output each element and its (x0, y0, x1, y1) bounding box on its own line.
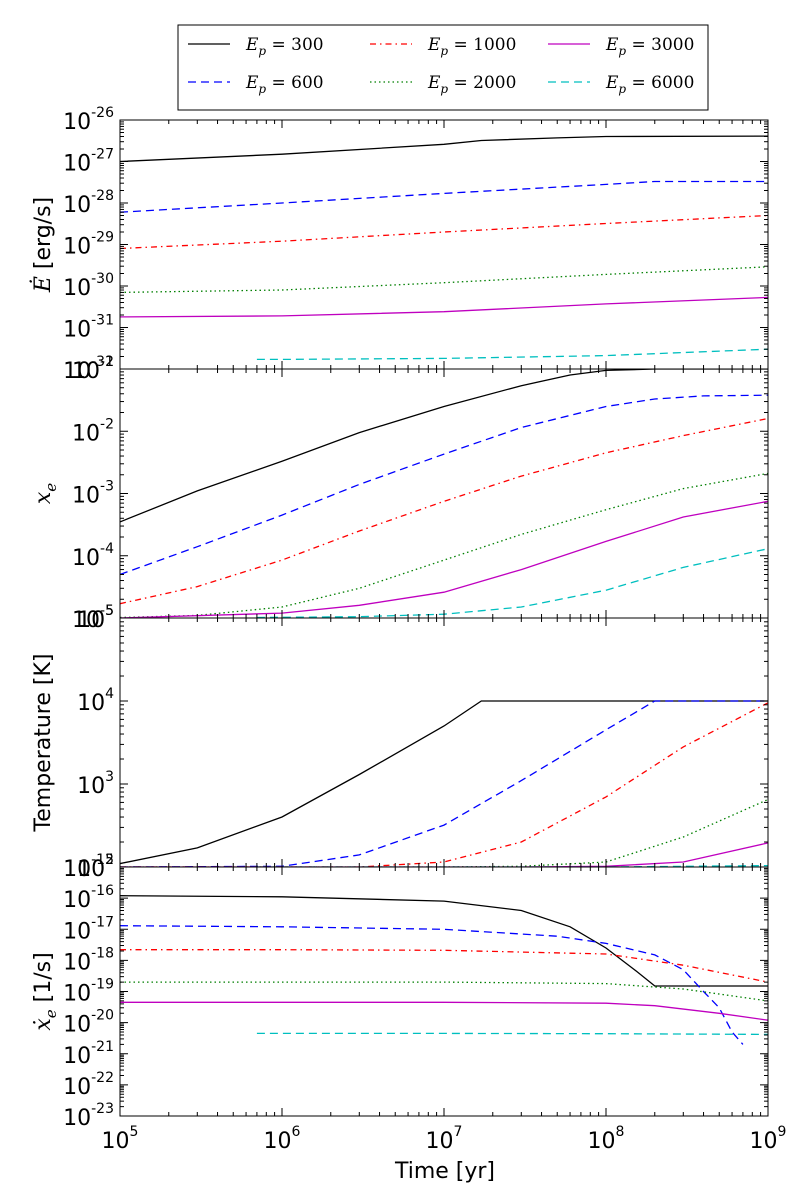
x-tick-label: 109 (750, 1124, 787, 1154)
series-line-ep-300 (120, 369, 768, 523)
y-tick-label: 10-17 (63, 914, 114, 944)
legend-label: Ep = 2000 (427, 73, 516, 96)
y-tick-label: 105 (77, 603, 114, 633)
x-tick-label: 108 (588, 1124, 625, 1154)
y-tick-label: 10-19 (63, 977, 114, 1007)
y-tick-label: 10-29 (63, 230, 114, 260)
y-tick-label: 10-15 (63, 852, 114, 882)
panels: 10-26 10-27 10-28 10-29 10-30 10-31 10-32 Ė [er… (29, 105, 769, 1131)
legend-entry: Ep = 600 (188, 73, 324, 96)
legend-label: Ep = 600 (245, 73, 324, 96)
legend-label: Ep = 1000 (427, 35, 516, 58)
x-tick-label: 106 (264, 1124, 301, 1154)
y-tick-label: 10-30 (63, 271, 114, 301)
legend-label: Ep = 6000 (605, 73, 694, 96)
y-tick-label: 10-26 (63, 105, 114, 135)
series-group (120, 369, 768, 618)
series-group (120, 135, 768, 361)
y-axis-label: Ė [erg/s] (29, 197, 56, 293)
series-line-ep-1000 (120, 949, 768, 983)
panel-frame (119, 866, 769, 1117)
series-line-ep-600 (120, 180, 768, 213)
series-line-ep-3000 (120, 500, 768, 618)
panel-temperature: 105 104 103 102 Temperature [K] (31, 603, 769, 882)
x-tick-label: 107 (426, 1124, 463, 1154)
legend-label: Ep = 3000 (605, 35, 694, 58)
legend-entry: Ep = 2000 (370, 73, 516, 96)
x-tick-label: 105 (102, 1124, 139, 1154)
y-tick-label: 10-28 (63, 188, 114, 218)
series-line-ep-6000 (256, 864, 768, 867)
y-axis-label: ẋe [1/s] (31, 952, 60, 1030)
y-tick-label: 10-2 (72, 416, 114, 446)
legend-entry: Ep = 300 (188, 35, 324, 58)
y-tick-label: 103 (77, 769, 114, 799)
legend: Ep = 300 Ep = 600 Ep = 1000 Ep = 2000 Ep = 3… (177, 24, 709, 111)
series-group (120, 700, 768, 867)
y-tick-label: 10-1 (72, 354, 114, 384)
y-tick-label: 10-16 (63, 883, 114, 913)
legend-entry: Ep = 1000 (370, 35, 516, 58)
series-line-ep-2000 (120, 798, 768, 867)
legend-entry: Ep = 6000 (548, 73, 694, 96)
y-tick-label: 10-4 (72, 541, 114, 571)
y-tick-label: 10-32 (63, 354, 114, 384)
legend-box (177, 24, 709, 111)
panel-frame (119, 617, 769, 868)
series-line-ep-300 (120, 135, 768, 163)
y-tick-label: 10-22 (63, 1070, 114, 1100)
panel-xedot: 10-1510-1610-1710-1810-1910-2010-2110-22… (31, 852, 769, 1131)
series-line-ep-600 (120, 394, 768, 576)
series-line-ep-2000 (120, 981, 768, 1002)
y-tick-label: 104 (77, 686, 114, 716)
series-line-ep-300 (120, 895, 768, 987)
legend-entry: Ep = 3000 (548, 35, 694, 58)
y-axis-label: Temperature [K] (31, 654, 56, 833)
y-tick-label: 10-20 (63, 1008, 114, 1038)
panel-xe: 10-1 10-2 10-3 10-4 10-5 xe (31, 354, 769, 633)
x-axis-label: Time [yr] (394, 1159, 495, 1184)
legend-label: Ep = 300 (245, 35, 324, 58)
y-tick-label: 10-21 (63, 1039, 114, 1069)
series-line-ep-2000 (120, 266, 768, 294)
series-line-ep-3000 (120, 1001, 768, 1021)
series-line-ep-600 (120, 700, 768, 867)
series-line-ep-600 (120, 925, 744, 1045)
y-tick-label: 102 (77, 852, 114, 882)
y-tick-label: 10-31 (63, 313, 114, 343)
series-line-ep-6000 (256, 548, 768, 618)
series-line-ep-6000 (256, 348, 768, 361)
series-line-ep-6000 (256, 1032, 768, 1036)
series-line-ep-1000 (120, 214, 768, 250)
x-axis: Time [yr] 105 106 107 108 109 (102, 1124, 787, 1184)
y-tick-label: 10-5 (72, 603, 114, 633)
y-axis-label: xe (31, 483, 60, 504)
y-tick-label: 10-23 (63, 1101, 114, 1131)
series-line-ep-300 (120, 700, 768, 865)
y-tick-label: 10-3 (72, 479, 114, 509)
series-line-ep-1000 (120, 417, 768, 605)
series-line-ep-1000 (120, 702, 768, 867)
y-tick-label: 10-18 (63, 945, 114, 975)
series-line-ep-3000 (120, 296, 768, 318)
series-group (120, 895, 768, 1045)
panel-edot: 10-26 10-27 10-28 10-29 10-30 10-31 10-32 Ė [er… (29, 105, 769, 384)
series-line-ep-2000 (120, 472, 768, 618)
y-tick-label: 10-27 (63, 147, 114, 177)
